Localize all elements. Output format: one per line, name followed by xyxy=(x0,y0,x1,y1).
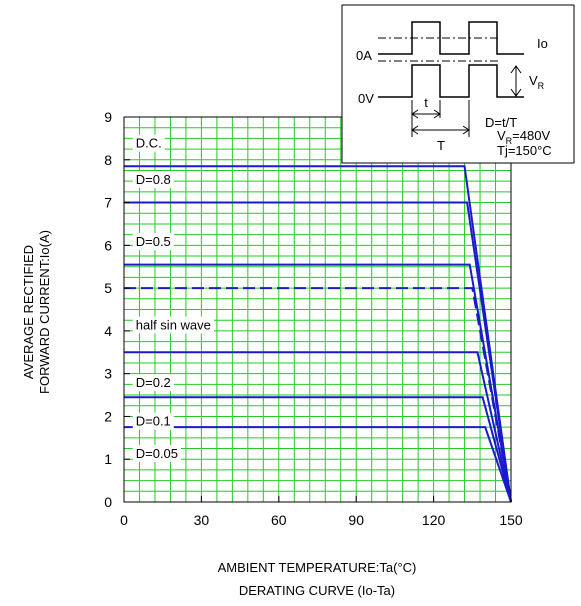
series-line xyxy=(124,287,512,503)
tj-value: Tj=150°C xyxy=(497,143,552,158)
t-arrow-head-left xyxy=(411,109,419,119)
y-tick-label: 7 xyxy=(104,195,112,211)
T-arrow-head-right xyxy=(462,125,470,135)
series-label: half sin wave xyxy=(136,317,211,332)
series-label: D=0.1 xyxy=(136,414,171,429)
inset-frame xyxy=(341,4,575,164)
series-label-background xyxy=(132,233,174,251)
duty-formula: D=t/T xyxy=(485,115,517,130)
x-tick-label: 30 xyxy=(194,512,210,528)
vr-value-sub: R xyxy=(506,136,513,146)
series-lines xyxy=(124,165,512,503)
series-label-background xyxy=(132,412,174,430)
axis-ticks: 0 30 60 90 120 150 0 1 2 3 4 5 6 7 8 9 xyxy=(104,109,523,528)
x-tick-label: 90 xyxy=(348,512,364,528)
series-label-background xyxy=(132,134,165,152)
y-tick-label: 9 xyxy=(104,109,112,125)
y-tick-label: 6 xyxy=(104,237,112,253)
series-labels: D.C. D=0.8 D=0.5 half sin wave D=0.2 D=0.1 D=0… xyxy=(132,134,214,462)
x-tick-label: 60 xyxy=(271,512,287,528)
T-label: T xyxy=(437,138,445,153)
grid xyxy=(123,116,512,503)
y-axis-title-line1: AVERAGE RECTIFIED xyxy=(21,245,36,379)
x-tick-label: 120 xyxy=(422,512,446,528)
zero-a-label: 0A xyxy=(356,48,372,63)
zero-v-label: 0V xyxy=(358,91,374,106)
y-tick-label: 0 xyxy=(104,494,112,510)
current-waveform xyxy=(378,21,524,55)
io-label: Io xyxy=(537,36,548,51)
series-label: D=0.05 xyxy=(136,446,178,461)
series-label: D.C. xyxy=(136,136,162,151)
t-label: t xyxy=(424,95,428,110)
y-tick-label: 8 xyxy=(104,152,112,168)
vr-label: VR xyxy=(529,73,545,91)
y-tick-label: 2 xyxy=(104,408,112,424)
vr-arrow-head-top xyxy=(510,65,522,74)
T-arrow-head-left xyxy=(411,125,419,135)
series-label: D=0.5 xyxy=(136,234,171,249)
vr-label-main: V xyxy=(529,73,538,88)
y-tick-label: 1 xyxy=(104,451,112,467)
series-label: D=0.2 xyxy=(136,375,171,390)
series-label-background xyxy=(132,444,182,462)
series-line xyxy=(124,263,512,503)
series-line xyxy=(124,201,512,503)
waveform-inset: Io 0A 0V VR t T D=t/T VR=480V Tj=150°C xyxy=(341,4,575,164)
series-line xyxy=(124,165,512,503)
vr-label-sub: R xyxy=(538,81,545,91)
series-line xyxy=(124,426,512,503)
y-tick-label: 5 xyxy=(104,280,112,296)
plot-frame xyxy=(123,116,512,503)
x-tick-label: 150 xyxy=(499,512,523,528)
x-tick-label: 0 xyxy=(120,512,128,528)
voltage-waveform xyxy=(378,64,524,98)
series-label-background xyxy=(132,316,214,334)
series-line xyxy=(124,351,512,503)
y-tick-label: 3 xyxy=(104,366,112,382)
x-axis-title: AMBIENT TEMPERATURE:Ta(°C) xyxy=(218,560,417,575)
t-arrow-head-right xyxy=(433,109,441,119)
vr-value-prefix: V xyxy=(497,128,506,143)
y-tick-label: 4 xyxy=(104,323,112,339)
y-axis-title-line2: FORWARD CURRENT:Io(A) xyxy=(37,230,52,394)
series-label-background xyxy=(132,171,174,189)
vr-arrow-head-bottom xyxy=(510,88,522,97)
vr-value-number: =480V xyxy=(512,128,550,143)
chart-caption: DERATING CURVE (Io-Ta) xyxy=(239,583,395,598)
series-label: D=0.8 xyxy=(136,172,171,187)
vr-value: VR=480V xyxy=(497,128,550,146)
series-line xyxy=(124,396,512,503)
series-label-background xyxy=(132,374,174,392)
